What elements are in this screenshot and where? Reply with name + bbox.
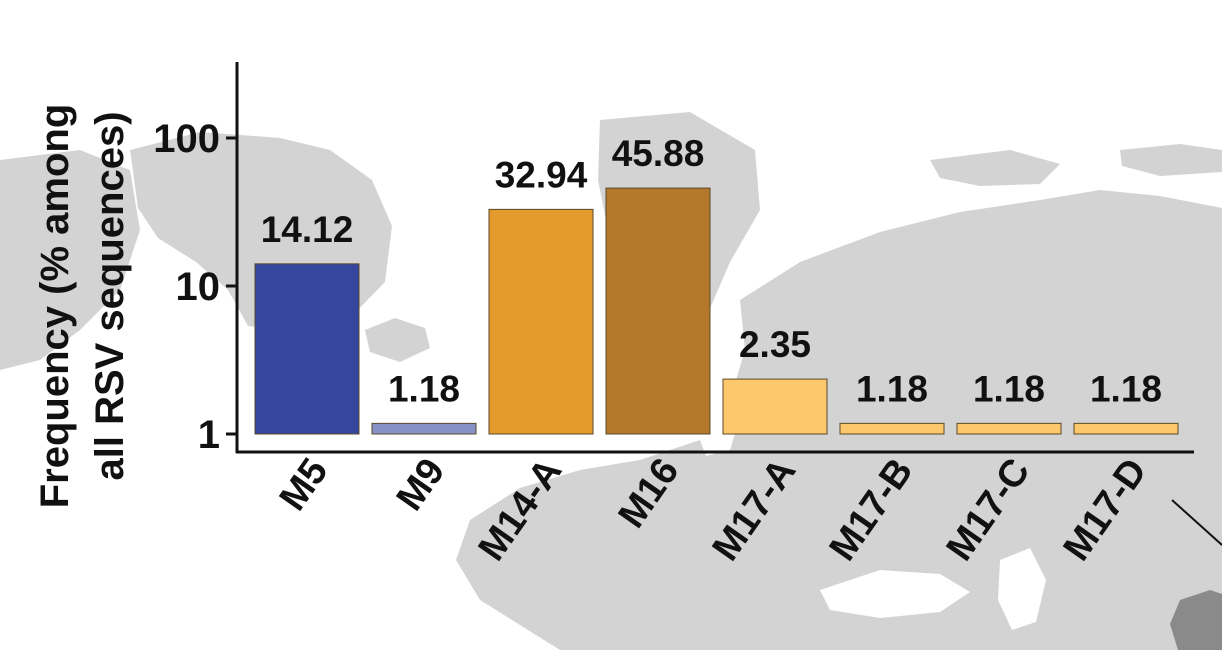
value-labels: 14.12 1.18 32.94 45.88 2.35 1.18 1.18 1.18: [261, 133, 1162, 409]
bar-m16: [605, 187, 711, 435]
land-north-america: [0, 150, 140, 370]
sea-caspian: [998, 548, 1046, 630]
y-axis-ticks: 1 10 100: [153, 117, 237, 457]
value-label-m17-d: 1.18: [1090, 368, 1162, 409]
chart-axes: [235, 62, 1194, 454]
sea-black-sea: [820, 570, 970, 618]
bar-m9: [371, 422, 477, 435]
land-highlight-region: [1170, 590, 1222, 650]
bar-m17-a: [722, 378, 828, 435]
land-iceland: [365, 318, 430, 362]
y-tick-label: 1: [198, 413, 220, 457]
value-label-m17-b: 1.18: [856, 368, 928, 409]
bar-m17-d: [1073, 422, 1179, 435]
category-label-m5: M5: [272, 451, 337, 518]
land-arctic-islands: [930, 150, 1060, 186]
category-label-m9: M9: [389, 451, 454, 518]
value-label-m9: 1.18: [388, 368, 460, 409]
land-eurasia: [456, 190, 1222, 650]
y-tick-label: 100: [153, 117, 220, 161]
bar-m14-a: [488, 208, 594, 435]
bar-m17-c: [956, 422, 1062, 435]
value-label-m14-a: 32.94: [495, 154, 588, 195]
bar-m17-b: [839, 422, 945, 435]
bar-series: [254, 187, 1179, 435]
value-label-m17-c: 1.18: [973, 368, 1045, 409]
land-severnaya: [1120, 144, 1222, 176]
value-label-m5: 14.12: [261, 209, 354, 250]
y-tick-label: 10: [176, 265, 221, 309]
leader-line: [1171, 499, 1222, 546]
value-label-m16: 45.88: [612, 133, 705, 174]
value-label-m17-a: 2.35: [739, 324, 811, 365]
y-axis-title-line-1: Frequency (% among: [33, 104, 77, 509]
bar-m5: [254, 263, 360, 435]
y-axis-title-line-2: all RSV sequences): [88, 111, 132, 480]
